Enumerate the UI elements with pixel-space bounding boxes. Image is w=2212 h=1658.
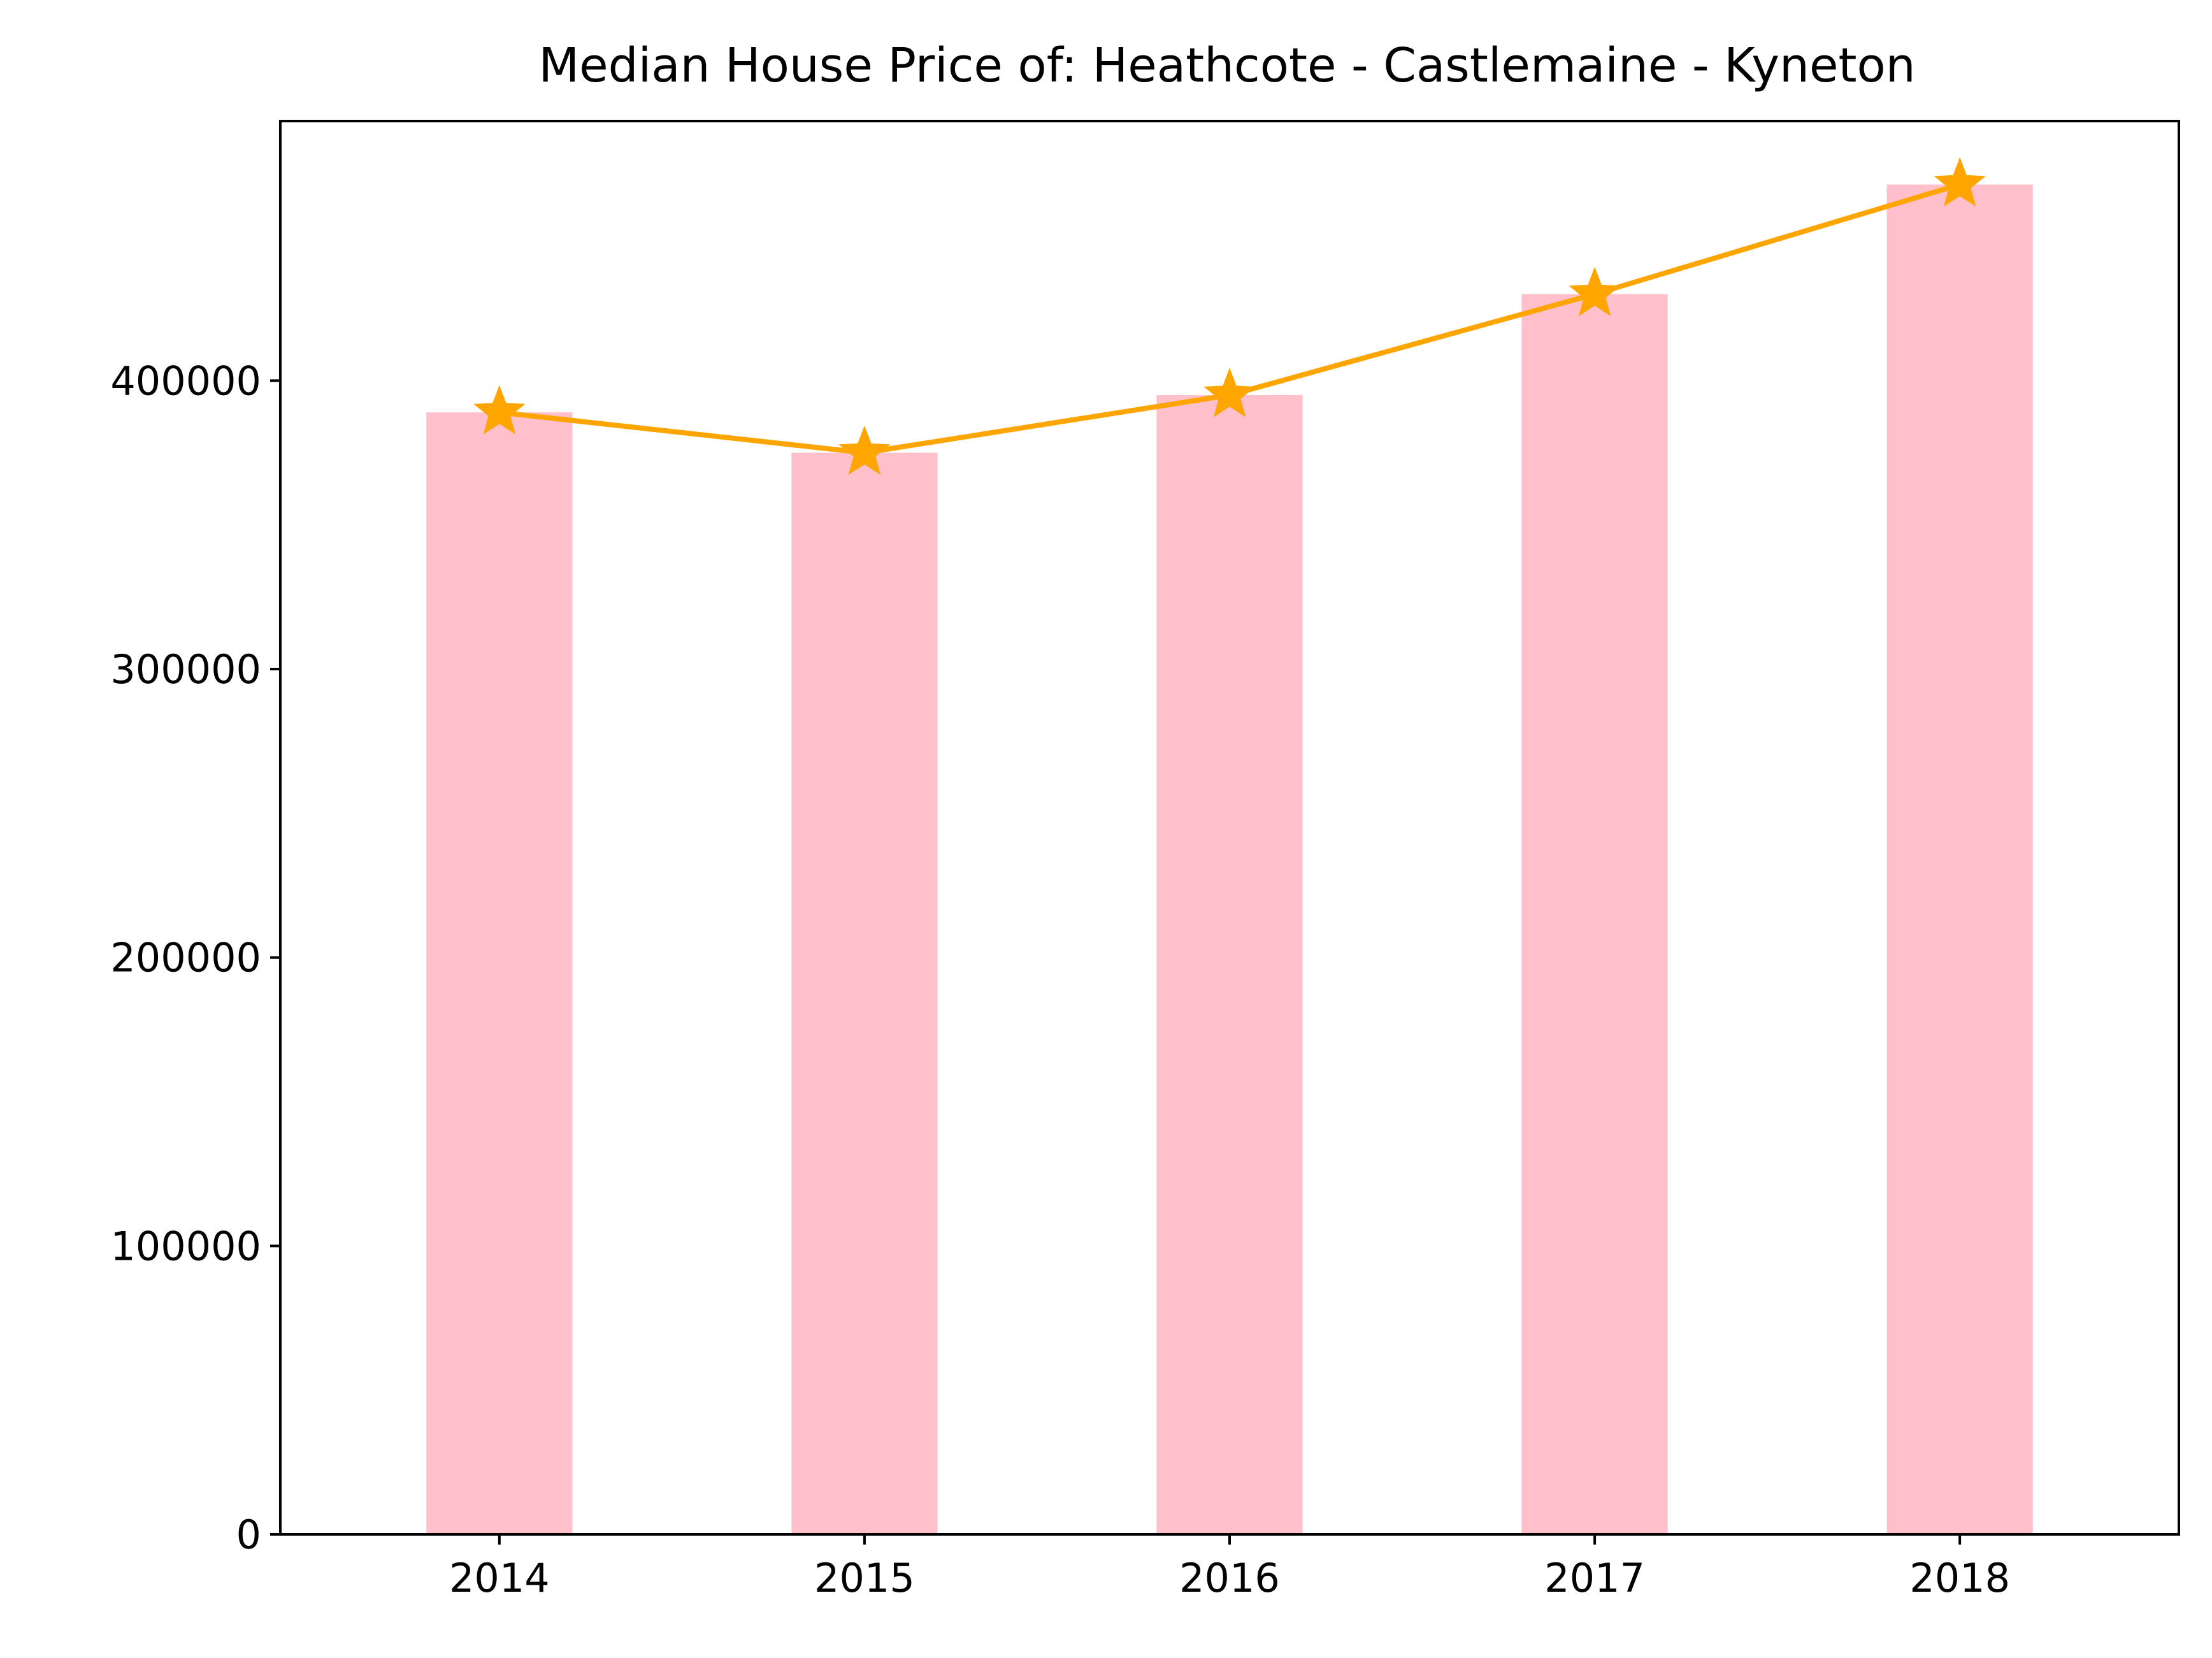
x-tick-label-2017: 2017 <box>1544 1555 1645 1601</box>
line-point-2018 <box>1934 157 1986 207</box>
line-point-2016 <box>1203 368 1256 417</box>
bar-series <box>426 184 2033 1535</box>
y-tick-label-200000: 200000 <box>110 935 261 981</box>
y-tick-label-400000: 400000 <box>110 357 261 404</box>
x-tick-label-2015: 2015 <box>814 1555 915 1601</box>
y-tick-label-300000: 300000 <box>110 646 261 693</box>
axes-frame <box>279 120 2180 1536</box>
y-axis: 0 100000 200000 300000 400000 <box>110 357 280 1558</box>
line-point-2015 <box>838 425 891 475</box>
x-axis: 2014 2015 2016 2017 2018 <box>449 1534 2010 1601</box>
line-point-2017 <box>1569 266 1621 317</box>
bar-2014 <box>426 412 573 1534</box>
bar-2016 <box>1156 395 1303 1534</box>
x-tick-label-2016: 2016 <box>1179 1555 1280 1601</box>
chart-title: Median House Price of: Heathcote - Castl… <box>538 38 1915 93</box>
line-point-2014 <box>473 385 526 435</box>
line-series <box>473 157 1986 475</box>
bar-2015 <box>791 452 938 1534</box>
y-tick-label-100000: 100000 <box>110 1223 261 1269</box>
bar-2017 <box>1521 294 1668 1535</box>
y-tick-label-0: 0 <box>236 1511 261 1558</box>
x-tick-label-2018: 2018 <box>1909 1555 2010 1601</box>
x-tick-label-2014: 2014 <box>449 1555 550 1601</box>
bar-2018 <box>1886 184 2033 1534</box>
